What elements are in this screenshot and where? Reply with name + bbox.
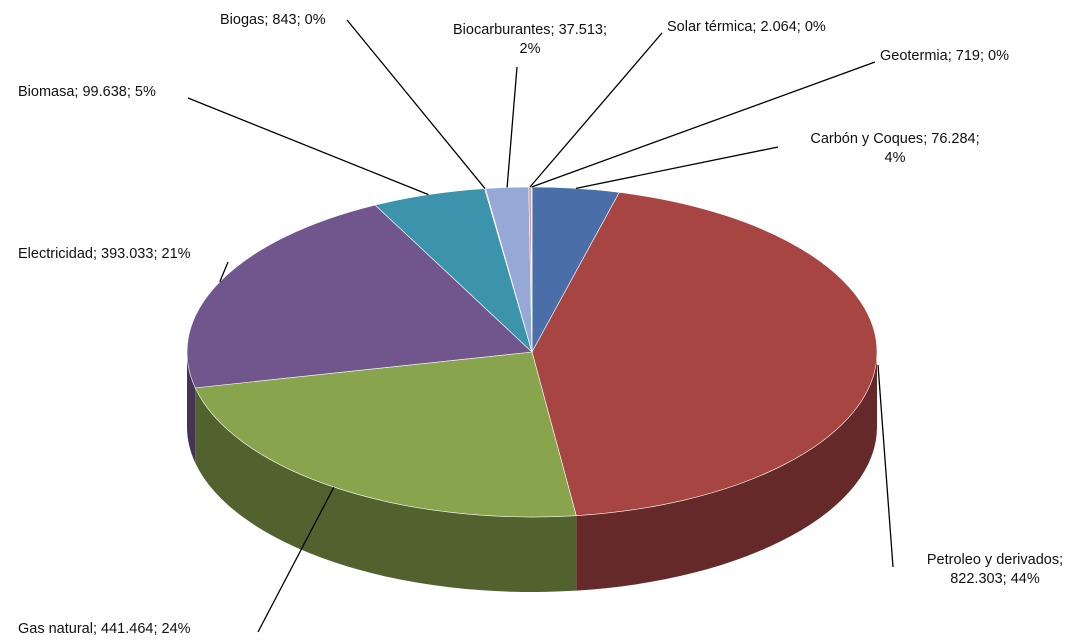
label-percent: 0% — [804, 19, 826, 35]
label-percent: 4% — [884, 150, 906, 166]
data-label: Biogas; 843; 0% — [220, 11, 350, 30]
data-label: Biocarburantes; 37.513; 2% — [420, 21, 640, 59]
label-separator: ; — [92, 246, 102, 262]
label-value: 822.303 — [950, 571, 1003, 587]
label-separator: ; — [923, 131, 932, 147]
label-percent: 24% — [161, 621, 191, 637]
label-value: 843 — [272, 12, 297, 28]
label-percent: 0% — [304, 12, 326, 28]
label-separator: ; — [74, 84, 83, 100]
leader-line — [346, 19, 486, 189]
label-separator: ; — [264, 12, 273, 28]
leader-line — [187, 97, 429, 196]
label-name: Biomasa — [18, 84, 75, 100]
label-name: Electricidad — [18, 246, 93, 262]
label-value: 37.513 — [558, 22, 603, 38]
data-label: Petroleo y derivados; 822.303; 44% — [905, 551, 1085, 589]
data-label: Biomasa; 99.638; 5% — [18, 83, 198, 102]
label-separator: ; — [979, 48, 989, 64]
leader-line — [257, 486, 335, 633]
leader-line — [506, 66, 518, 188]
label-value: 76.284 — [931, 131, 976, 147]
label-name: Biogas — [220, 12, 265, 28]
label-separator: ; — [602, 22, 607, 38]
label-separator: ; — [126, 84, 135, 100]
label-value: 719 — [955, 48, 980, 64]
data-label: Solar térmica; 2.064; 0% — [667, 18, 867, 37]
label-percent: 21% — [161, 246, 191, 262]
label-separator: ; — [796, 19, 805, 35]
data-label: Carbón y Coques; 76.284; 4% — [780, 130, 1010, 168]
label-percent: 5% — [134, 84, 156, 100]
label-separator: ; — [550, 22, 559, 38]
label-separator: ; — [153, 621, 162, 637]
leader-line — [219, 261, 229, 282]
label-separator: ; — [296, 12, 305, 28]
leader-line — [531, 61, 876, 188]
label-percent: 0% — [988, 48, 1009, 64]
label-separator: ; — [1059, 552, 1064, 568]
label-percent: 2% — [519, 41, 541, 57]
leader-line — [529, 32, 663, 188]
label-name: Petroleo y derivados — [926, 552, 1060, 568]
data-label: Electricidad; 393.033; 21% — [18, 245, 238, 264]
leader-line — [575, 146, 779, 189]
slice-side — [195, 387, 577, 592]
slice-side — [576, 352, 878, 591]
data-label: Geotermia; 719; 0% — [880, 47, 1080, 66]
label-value: 99.638 — [82, 84, 127, 100]
label-value: 393.033 — [101, 246, 154, 262]
label-separator: ; — [1002, 571, 1011, 587]
slice — [194, 351, 577, 518]
slice-side — [187, 352, 196, 463]
label-separator: ; — [947, 48, 956, 64]
label-separator: ; — [975, 131, 980, 147]
label-name: Biocarburantes — [453, 22, 551, 38]
label-separator: ; — [92, 621, 102, 637]
label-value: 2.064 — [760, 19, 797, 35]
slice — [186, 204, 533, 389]
label-name: Geotermia — [880, 48, 948, 64]
data-label: Gas natural; 441.464; 24% — [18, 620, 258, 639]
label-separator: ; — [752, 19, 761, 35]
label-percent: 44% — [1010, 571, 1040, 587]
label-name: Solar térmica — [667, 19, 753, 35]
leader-line — [877, 364, 894, 568]
label-separator: ; — [153, 246, 162, 262]
label-value: 441.464 — [101, 621, 154, 637]
label-name: Gas natural — [18, 621, 93, 637]
slice — [531, 192, 878, 516]
label-name: Carbón y Coques — [810, 131, 924, 147]
